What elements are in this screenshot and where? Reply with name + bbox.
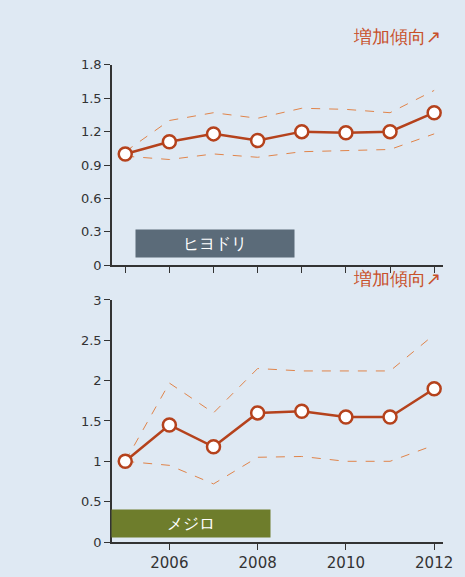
- svg-text:メジロ: メジロ: [167, 514, 215, 533]
- svg-text:0.6: 0.6: [81, 191, 102, 206]
- svg-text:2.5: 2.5: [81, 333, 102, 348]
- svg-text:1.8: 1.8: [81, 57, 102, 72]
- svg-text:3: 3: [93, 292, 101, 307]
- svg-text:ヒヨドリ: ヒヨドリ: [183, 234, 247, 253]
- svg-text:0: 0: [93, 535, 101, 550]
- svg-text:2010: 2010: [327, 554, 365, 572]
- svg-text:2: 2: [93, 373, 101, 388]
- svg-text:2006: 2006: [150, 554, 188, 572]
- svg-text:0.5: 0.5: [81, 494, 102, 509]
- svg-text:2008: 2008: [239, 554, 277, 572]
- svg-text:1.2: 1.2: [81, 124, 102, 139]
- svg-text:1: 1: [93, 454, 101, 469]
- svg-text:0: 0: [93, 258, 101, 273]
- svg-text:1.5: 1.5: [81, 91, 102, 106]
- svg-text:増加傾向↗: 増加傾向↗: [353, 268, 441, 289]
- svg-text:増加傾向↗: 増加傾向↗: [353, 26, 441, 47]
- svg-text:0.9: 0.9: [81, 158, 102, 173]
- svg-text:1.5: 1.5: [81, 414, 102, 429]
- svg-text:0.3: 0.3: [81, 224, 102, 239]
- svg-text:2012: 2012: [415, 554, 453, 572]
